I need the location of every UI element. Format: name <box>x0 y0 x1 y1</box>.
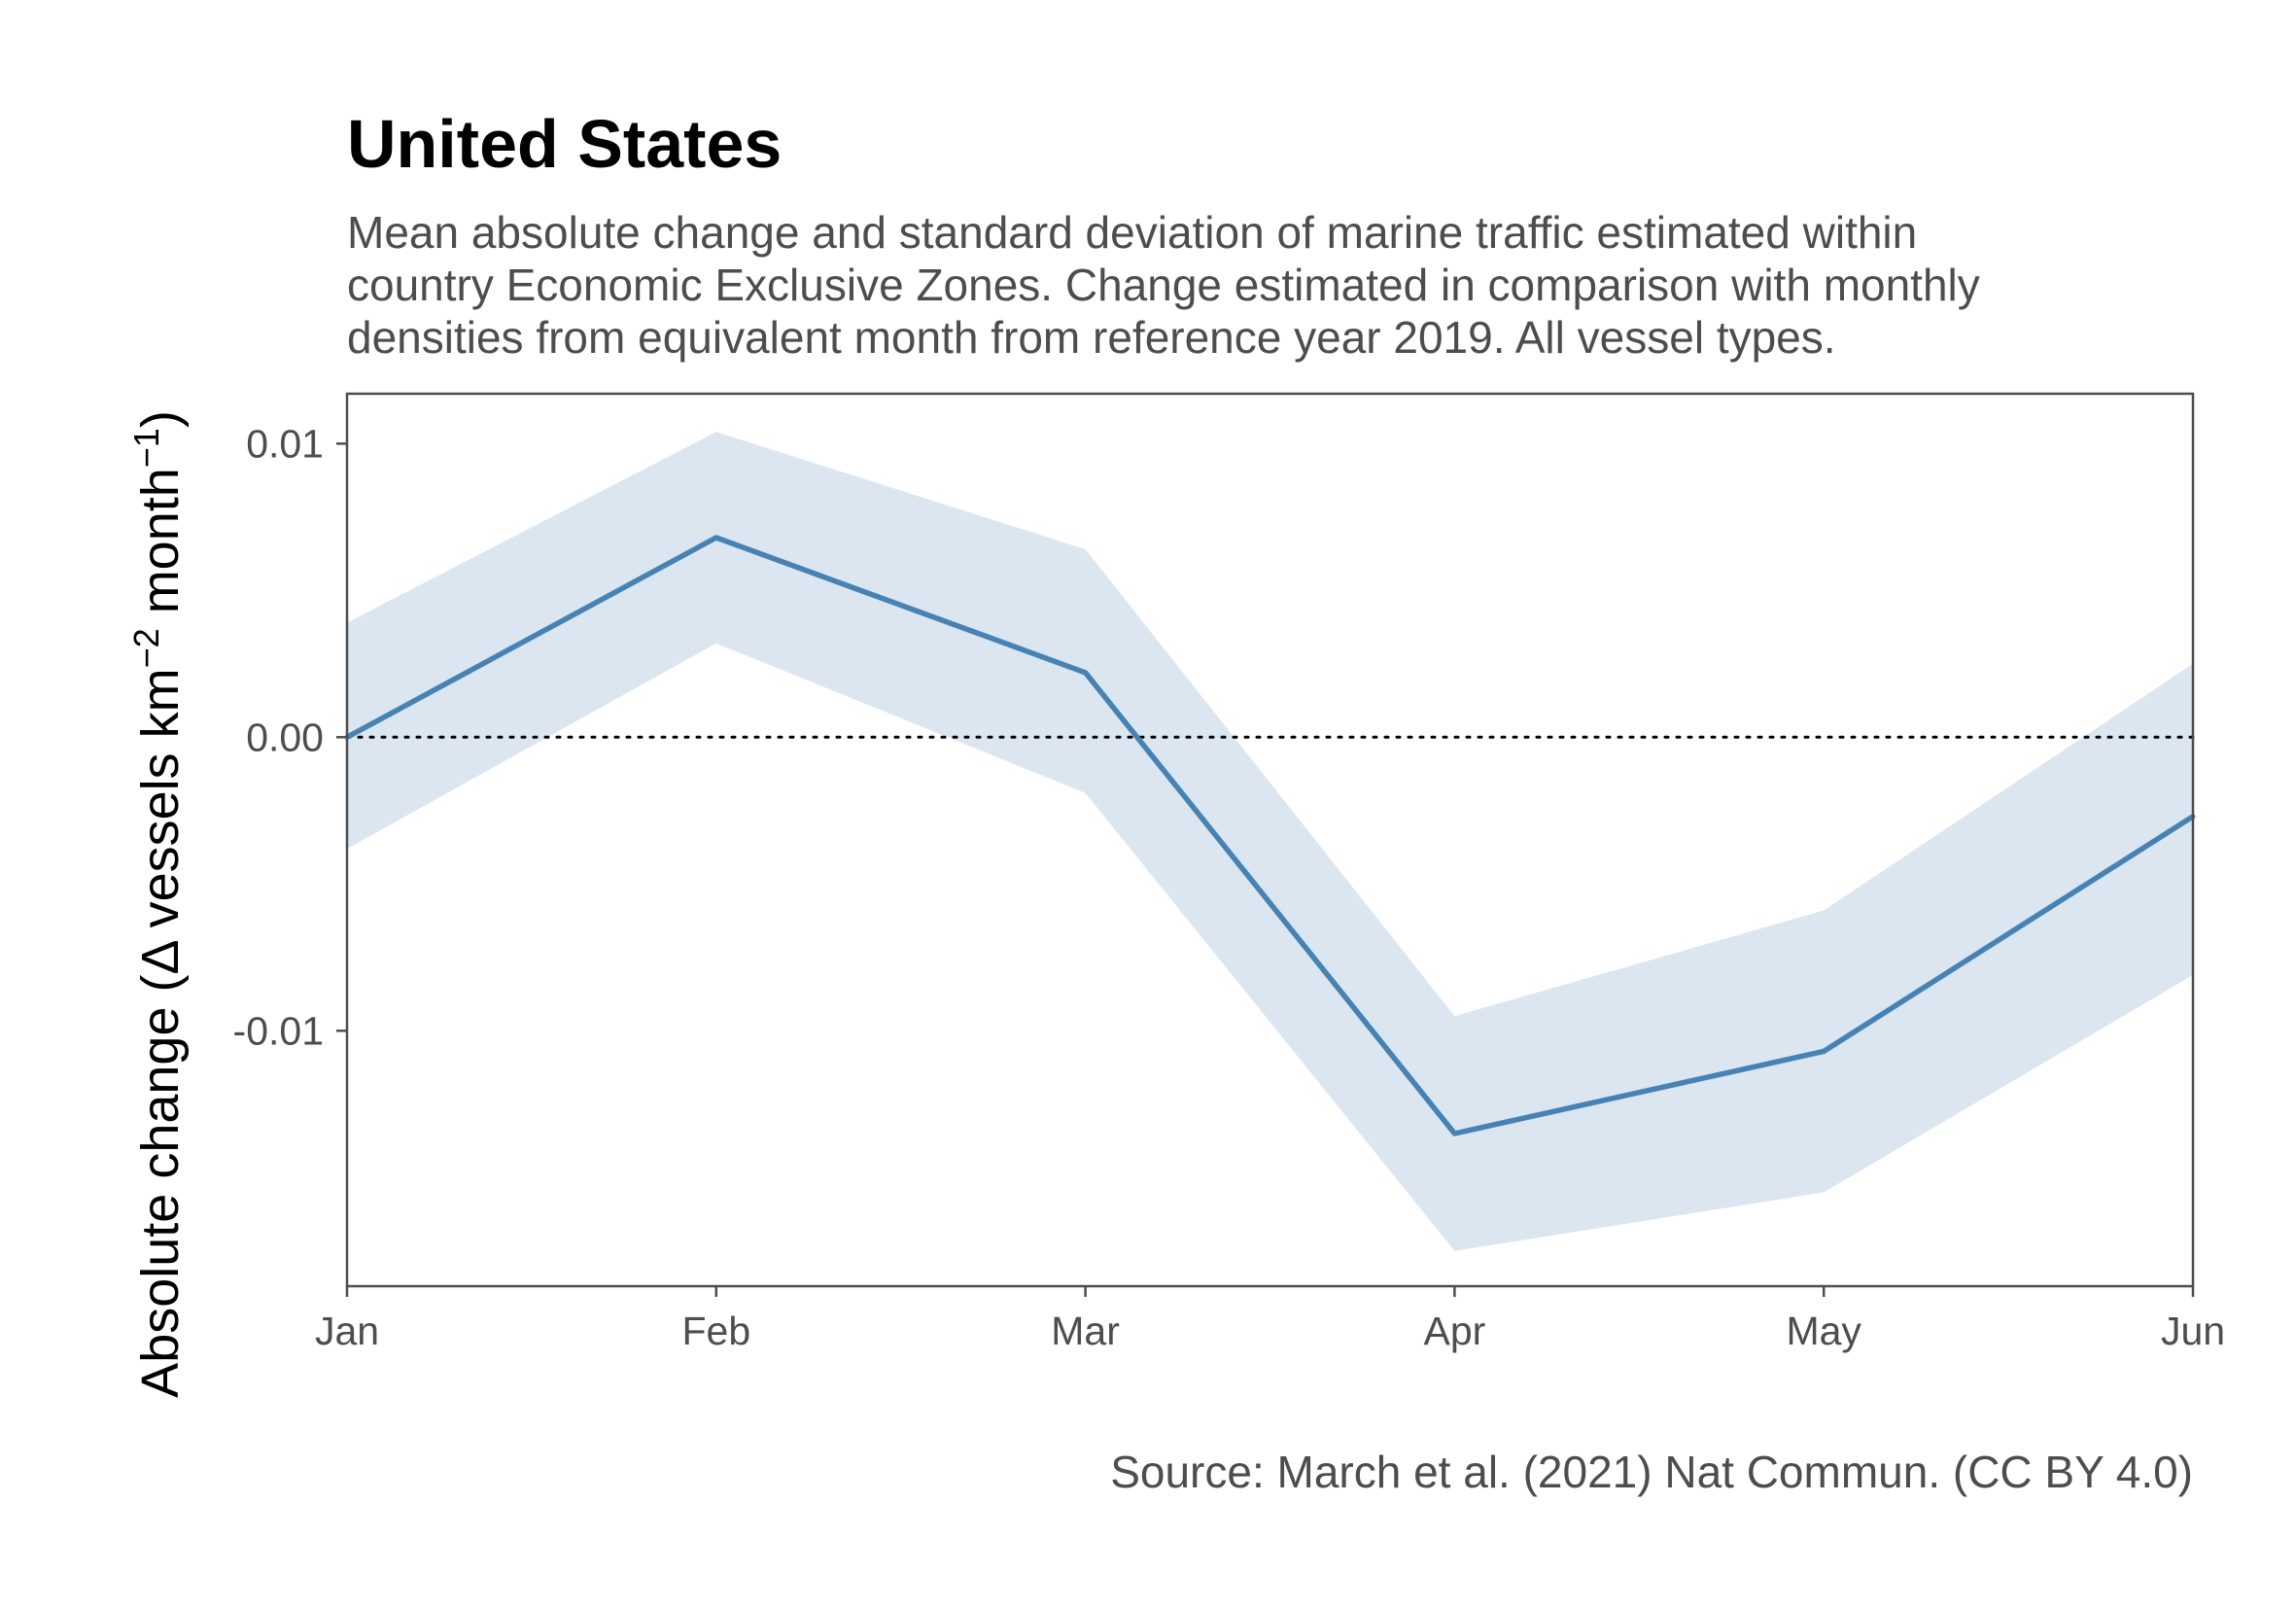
x-tick-label-jun: Jun <box>2161 1309 2225 1353</box>
y-axis-label-prefix: Absolute change ( <box>131 974 190 1397</box>
y-axis-label-delta: Δ <box>131 941 190 975</box>
x-tick-label-feb: Feb <box>681 1309 750 1353</box>
data-point-feb <box>713 535 719 541</box>
x-tick-label-apr: Apr <box>1423 1309 1485 1353</box>
x-tick-label-may: May <box>1786 1309 1861 1353</box>
y-axis-label-units: vessels km <box>131 668 190 942</box>
y-axis-label-suffix: ) <box>131 410 190 428</box>
y-axis-label-exp1: −2 <box>126 628 166 668</box>
y-tick-label: 0.01 <box>246 421 324 466</box>
y-tick-label: 0.00 <box>246 715 324 759</box>
chart-caption: Source: March et al. (2021) Nat Commun. … <box>1110 1447 2193 1497</box>
data-point-mar <box>1083 670 1089 676</box>
chart-subtitle-line-3: densities from equivalent month from ref… <box>347 312 1836 363</box>
mean-line <box>345 535 2195 1136</box>
y-axis-label-exp2: −1 <box>126 428 166 468</box>
y-tick-label: -0.01 <box>233 1008 324 1053</box>
data-point-apr <box>1451 1131 1457 1136</box>
panel-border <box>345 392 2195 1288</box>
x-tick-label-jan: Jan <box>315 1309 379 1353</box>
plot-area: 0.01 0.00 -0.01 Jan Feb Mar Apr May Jun <box>233 392 2225 1353</box>
y-axis-label: Absolute change (Δ vessels km−2 month−1) <box>126 410 190 1398</box>
chart-subtitle-line-1: Mean absolute change and standard deviat… <box>347 207 1917 258</box>
y-axis-label-month: month <box>131 468 190 628</box>
x-tick-label-mar: Mar <box>1051 1309 1120 1353</box>
sd-band <box>347 432 2193 1251</box>
chart-subtitle-line-2: country Economic Exclusive Zones. Change… <box>347 260 1980 310</box>
chart-title: United States <box>347 106 782 182</box>
data-point-may <box>1821 1048 1826 1054</box>
